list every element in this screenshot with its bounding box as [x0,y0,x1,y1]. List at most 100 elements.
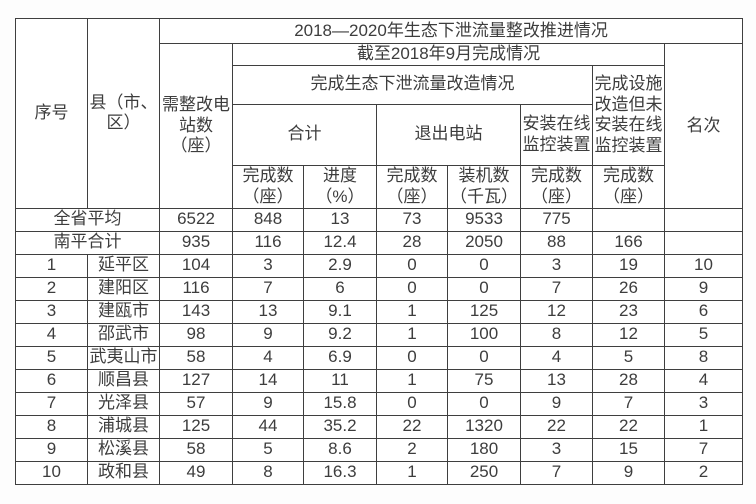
summary-cell: 73 [376,207,448,232]
data-row: 3 建瓯市 143 13 9.1 1 125 12 23 6 [15,299,744,324]
header-row-leaf: 完成数 （座） 进度 （%） 完成数 （座） 装机数 （千瓦） 完成数 （座） … [16,164,743,209]
cell-county: 顺昌县 [87,368,160,393]
cell-county: 邵武市 [87,322,160,347]
data-cell: 1 [376,460,448,485]
data-cell: 15 [592,437,665,462]
data-cell: 22 [376,414,448,439]
data-cell: 6.9 [303,345,377,370]
data-cell: 0 [447,253,521,278]
data-cell: 2 [376,437,448,462]
cell-seq: 6 [15,368,88,393]
summary-cell: 935 [159,230,233,255]
data-cell: 8 [232,460,304,485]
data-cell: 28 [592,368,665,393]
data-cell: 3 [663,391,744,416]
data-cell: 100 [447,322,521,347]
data-cell: 1 [376,299,448,324]
data-cell: 1 [376,368,448,393]
cell-seq: 4 [15,322,88,347]
data-cell: 143 [159,299,233,324]
cell-county: 松溪县 [87,437,160,462]
data-cell: 3 [520,437,593,462]
cell-seq: 5 [15,345,88,370]
data-cell: 3 [520,253,593,278]
data-cell: 58 [159,345,233,370]
data-cell: 13 [232,299,304,324]
data-cell: 9.1 [303,299,377,324]
summary-cell: 9533 [447,207,521,232]
data-cell: 104 [159,253,233,278]
header-exit-station: 退出电站 [376,103,521,166]
data-cell: 127 [159,368,233,393]
rectification-progress-table: 序号 县（市、 区） 2018—2020年生态下泄流量整改推进情况 需整改电 站… [15,18,744,485]
data-cell: 98 [159,322,233,347]
data-cell: 12 [592,322,665,347]
data-cell: 1 [376,322,448,347]
data-cell: 5 [663,322,744,347]
data-cell: 8 [663,345,744,370]
data-cell: 10 [663,253,744,278]
header-asof: 截至2018年9月完成情况 [232,43,665,66]
data-row: 8 浦城县 125 44 35.2 22 1320 22 22 1 [15,414,744,439]
cell-county: 政和县 [87,460,160,485]
header-rank: 名次 [663,43,744,209]
cell-seq: 8 [15,414,88,439]
data-cell: 7 [520,460,593,485]
data-cell: 125 [159,414,233,439]
summary-cell: 166 [592,230,665,255]
data-cell: 0 [376,276,448,301]
data-cell: 0 [376,253,448,278]
cell-county: 延平区 [87,253,160,278]
data-cell: 1 [663,414,744,439]
data-cell: 7 [663,437,744,462]
cell-seq: 9 [15,437,88,462]
data-cell: 9 [663,276,744,301]
data-cell: 0 [376,391,448,416]
data-cell: 8 [520,322,593,347]
header-flow-retrofit: 完成生态下泄流量改造情况 [232,64,593,105]
table-header: 序号 县（市、 区） 2018—2020年生态下泄流量整改推进情况 需整改电 站… [15,18,744,209]
summary-row-label: 全省平均 [15,207,160,232]
summary-row-label: 南平合计 [15,230,160,255]
data-cell: 9 [592,460,665,485]
data-cell: 116 [159,276,233,301]
cell-county: 浦城县 [87,414,160,439]
data-cell: 14 [232,368,304,393]
data-cell: 4 [520,345,593,370]
data-cell: 5 [592,345,665,370]
data-cell: 7 [592,391,665,416]
data-row: 7 光泽县 57 9 15.8 0 0 9 7 3 [15,391,744,416]
data-cell: 22 [592,414,665,439]
header-exit-done: 完成数 （座） [376,164,448,209]
data-cell: 44 [232,414,304,439]
cell-seq: 7 [15,391,88,416]
data-cell: 13 [520,368,593,393]
data-cell: 9 [232,322,304,347]
data-cell: 3 [232,253,304,278]
data-cell: 35.2 [303,414,377,439]
data-cell: 23 [592,299,665,324]
cell-county: 光泽县 [87,391,160,416]
data-row: 10 政和县 49 8 16.3 1 250 7 9 2 [15,460,744,485]
data-cell: 9 [232,391,304,416]
data-cell: 11 [303,368,377,393]
header-monitor-done: 完成数 （座） [520,164,593,209]
data-cell: 57 [159,391,233,416]
header-row-title: 序号 县（市、 区） 2018—2020年生态下泄流量整改推进情况 [15,18,744,209]
data-cell: 8.6 [303,437,377,462]
summary-cell: 2050 [447,230,521,255]
summary-row: 全省平均 6522 848 13 73 9533 775 [15,207,744,232]
data-cell: 180 [447,437,521,462]
data-row: 4 邵武市 98 9 9.2 1 100 8 12 5 [15,322,744,347]
data-cell: 49 [159,460,233,485]
data-cell: 26 [592,276,665,301]
data-cell: 7 [232,276,304,301]
cell-seq: 10 [15,460,88,485]
header-subtotal-done: 完成数 （座） [232,164,304,209]
data-cell: 4 [232,345,304,370]
summary-row: 南平合计 935 116 12.4 28 2050 88 166 [15,230,744,255]
data-cell: 125 [447,299,521,324]
data-cell: 0 [447,276,521,301]
data-row: 6 顺昌县 127 14 11 1 75 13 28 4 [15,368,744,393]
summary-cell [592,207,665,232]
